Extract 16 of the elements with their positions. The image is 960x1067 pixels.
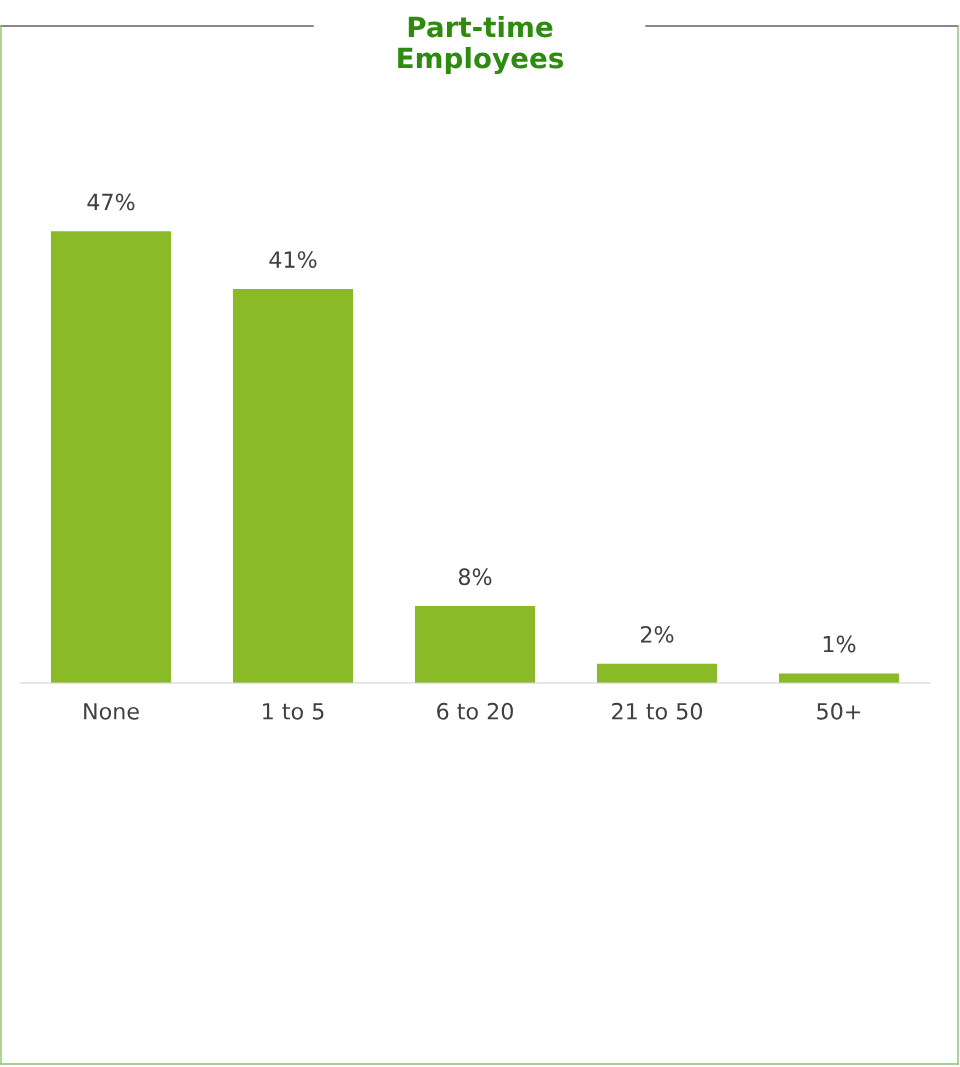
x-tick-label: None <box>84 703 139 720</box>
chart-title: Part-time Employees <box>398 15 564 75</box>
bar <box>50 231 172 683</box>
bar <box>596 663 718 683</box>
x-tick-label: 6 to 20 <box>437 702 513 720</box>
x-tick-label: 21 to 50 <box>612 702 703 720</box>
bar <box>414 606 536 683</box>
bar <box>232 288 354 683</box>
x-tick-label: 50+ <box>817 702 861 720</box>
data-label: 8% <box>458 568 492 586</box>
data-label: 2% <box>641 626 674 643</box>
data-label: 41% <box>269 251 317 268</box>
data-label: 47% <box>87 193 135 211</box>
data-label: 1% <box>823 635 856 653</box>
bar <box>778 673 900 683</box>
x-tick-label: 1 to 5 <box>263 703 324 720</box>
